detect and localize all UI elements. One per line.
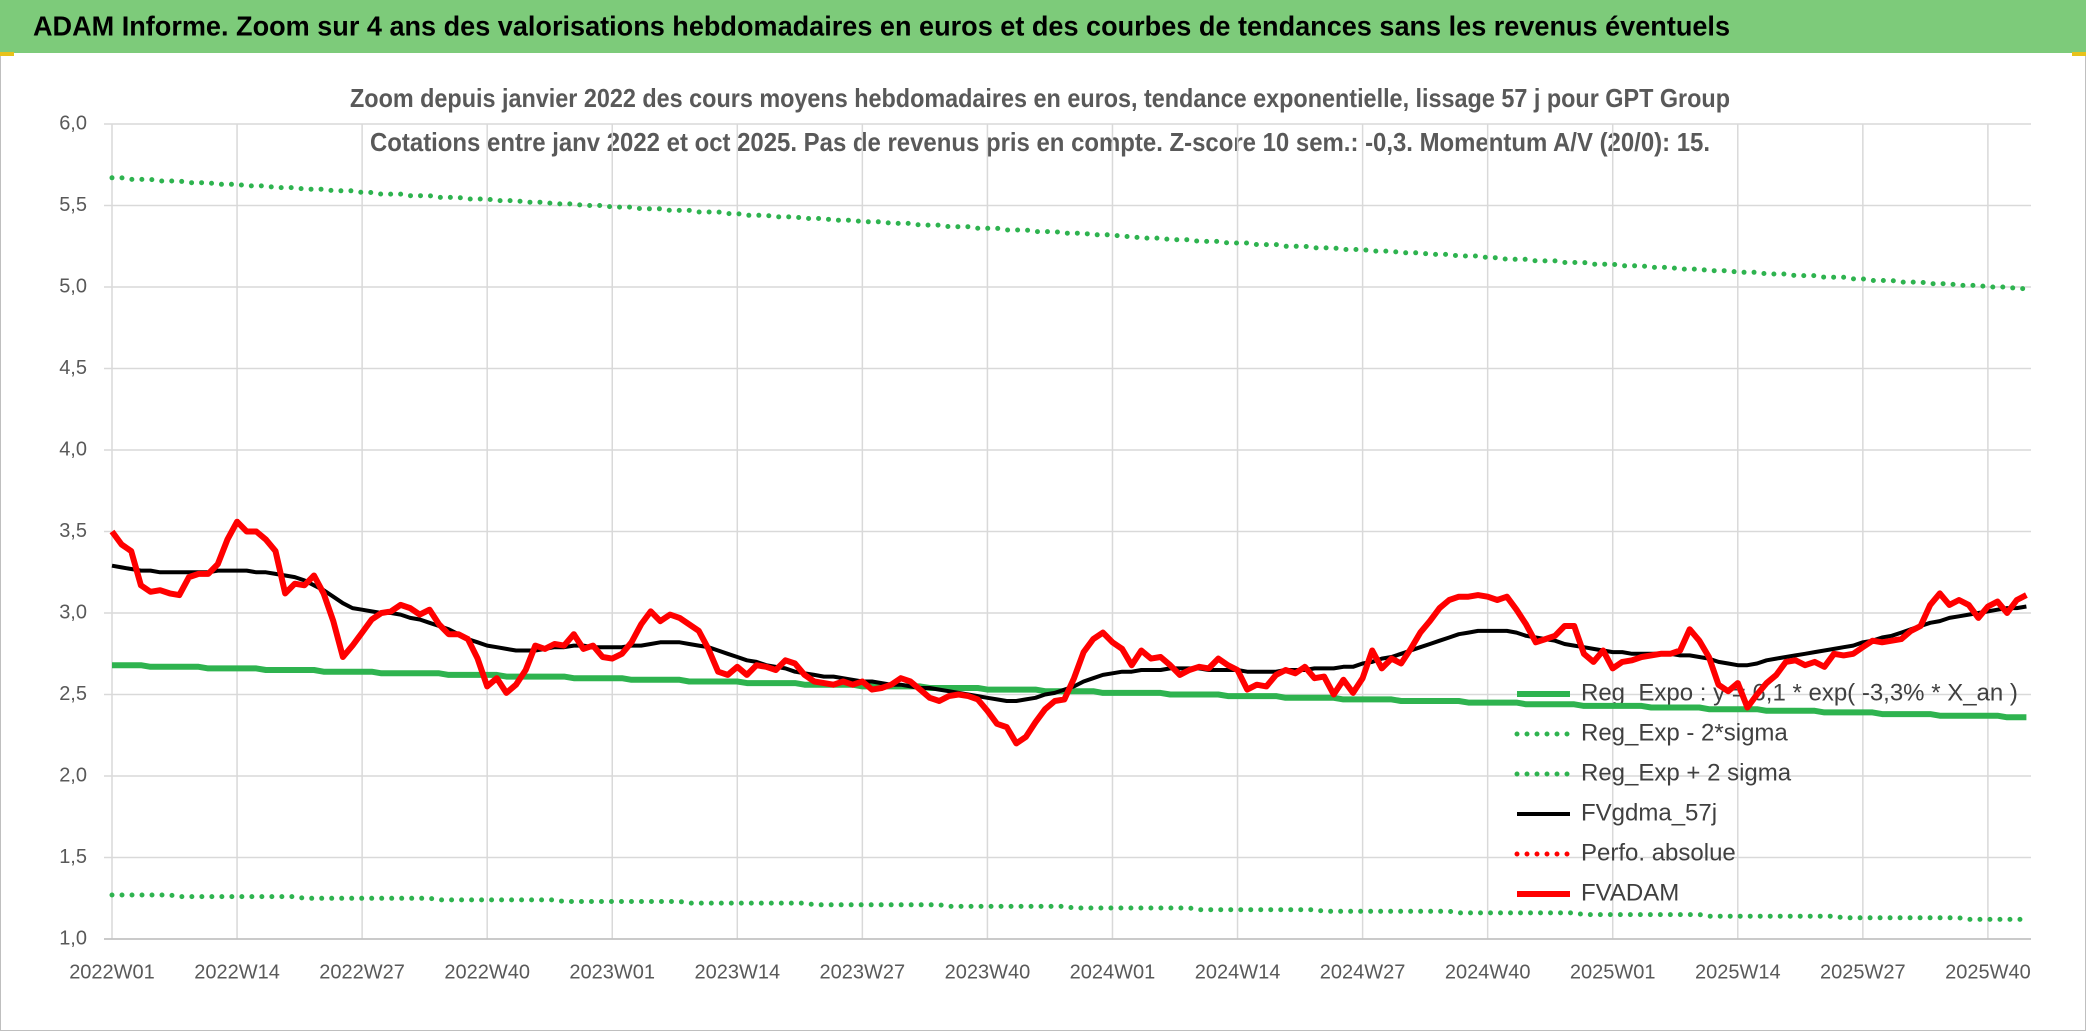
series-line — [109, 518, 2028, 747]
x-tick-label: 2024W40 — [1445, 961, 1531, 983]
corner-accent — [0, 52, 14, 56]
x-tick-label: 2025W27 — [1820, 961, 1906, 983]
x-tick-label: 2022W14 — [194, 961, 280, 983]
y-tick-label: 3,5 — [59, 520, 87, 542]
legend-label: FVgdma_57j — [1581, 799, 1717, 826]
x-tick-label: 2024W27 — [1320, 961, 1406, 983]
x-tick-label: 2025W14 — [1695, 961, 1781, 983]
x-tick-label: 2022W27 — [319, 961, 405, 983]
legend-label: Perfo. absolue — [1581, 839, 1736, 866]
legend-label: Reg_Exp + 2 sigma — [1581, 759, 1792, 786]
x-tick-label: 2022W40 — [444, 961, 530, 983]
corner-accent — [2072, 52, 2086, 56]
legend-label: Reg_Expo : y = 6,1 * exp( -3,3% * X_an ) — [1581, 679, 2018, 706]
series-line — [109, 175, 2029, 292]
legend-label: Reg_Exp - 2*sigma — [1581, 719, 1788, 746]
x-tick-label: 2025W40 — [1945, 961, 2031, 983]
chart-title: ADAM Informe. Zoom sur 4 ans des valoris… — [33, 10, 1730, 41]
y-tick-label: 4,0 — [59, 438, 87, 460]
chart-subtitle: Cotations entre janv 2022 et oct 2025. P… — [370, 127, 1710, 157]
y-tick-label: 2,0 — [59, 764, 87, 786]
x-tick-label: 2024W14 — [1195, 961, 1281, 983]
y-tick-label: 1,5 — [59, 846, 87, 868]
y-tick-label: 2,5 — [59, 683, 87, 705]
y-tick-label: 4,5 — [59, 357, 87, 379]
header-band — [0, 0, 2086, 53]
x-tick-label: 2023W01 — [569, 961, 655, 983]
y-tick-label: 6,0 — [59, 112, 87, 134]
x-tick-label: 2024W01 — [1070, 961, 1156, 983]
series-line — [109, 892, 2029, 922]
x-tick-label: 2022W01 — [69, 961, 155, 983]
x-tick-label: 2023W40 — [945, 961, 1031, 983]
x-tick-label: 2023W27 — [820, 961, 906, 983]
x-tick-label: 2023W14 — [694, 961, 780, 983]
x-tick-label: 2025W01 — [1570, 961, 1656, 983]
chart-subtitle: Zoom depuis janvier 2022 des cours moyen… — [350, 83, 1730, 113]
y-tick-label: 5,5 — [59, 194, 87, 216]
legend-label: FVADAM — [1581, 879, 1679, 906]
y-tick-label: 1,0 — [59, 927, 87, 949]
y-tick-label: 3,0 — [59, 601, 87, 623]
y-tick-label: 5,0 — [59, 275, 87, 297]
